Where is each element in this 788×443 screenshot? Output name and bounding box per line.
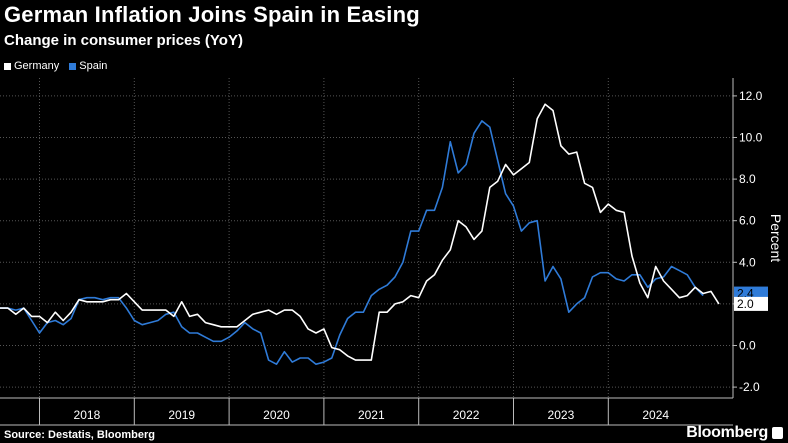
x-year-label: 2024 [642, 408, 669, 422]
x-year-label: 2019 [168, 408, 195, 422]
y-tick-label: 8.0 [739, 172, 756, 186]
series-line-germany [0, 103, 720, 361]
series-line-spain [0, 120, 704, 366]
last-value-tag-germany [734, 296, 768, 311]
y-tick-label: -2.0 [739, 380, 760, 394]
chart-title: German Inflation Joins Spain in Easing [4, 2, 420, 27]
legend-spain-swatch [69, 62, 77, 70]
source-note: Source: Destatis, Bloomberg [4, 429, 155, 441]
y-tick-label: 6.0 [739, 214, 756, 228]
legend-germany-swatch [4, 62, 11, 70]
legend-germany: Germany [4, 60, 59, 72]
y-axis-title: Percent [768, 214, 784, 262]
bloomberg-badge-icon [772, 427, 783, 439]
y-tick-label: 12.0 [739, 89, 763, 103]
x-year-label: 2021 [358, 408, 385, 422]
x-year-label: 2023 [548, 408, 575, 422]
chart-subtitle: Change in consumer prices (YoY) [4, 32, 243, 49]
x-year-label: 2022 [453, 408, 480, 422]
y-tick-label: 10.0 [739, 131, 763, 145]
legend-spain-label: Spain [79, 60, 108, 72]
x-year-label: 2020 [263, 408, 290, 422]
x-year-label: 2018 [74, 408, 101, 422]
y-tick-label: 0.0 [739, 339, 756, 353]
last-value-label-germany: 2.0 [737, 297, 754, 311]
legend-germany-label: Germany [14, 60, 60, 72]
y-tick-label: 4.0 [739, 255, 756, 269]
bloomberg-logo: Bloomberg [686, 424, 768, 441]
chart-legend: Germany Spain [4, 60, 107, 72]
legend-spain: Spain [69, 60, 107, 72]
